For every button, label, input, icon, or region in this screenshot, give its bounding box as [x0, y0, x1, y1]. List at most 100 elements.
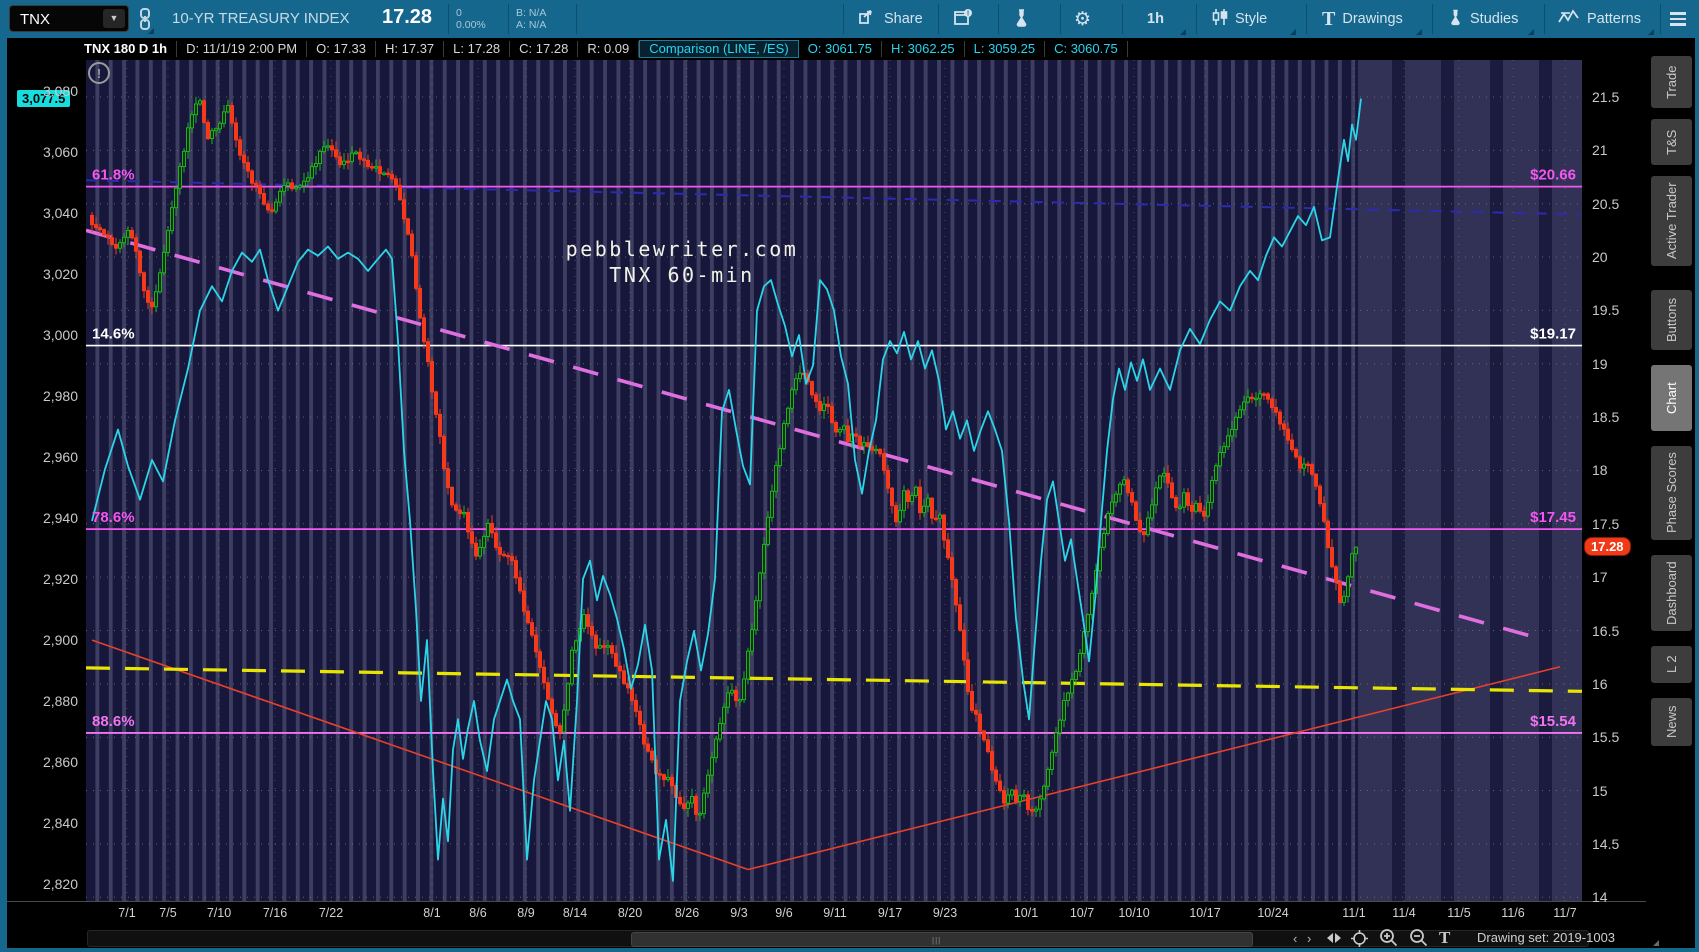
right-axis-tick: 19	[1592, 355, 1608, 372]
style-button[interactable]: Style	[1212, 0, 1267, 38]
date-tick: 7/16	[262, 906, 288, 920]
session-stripe	[643, 60, 648, 901]
right-axis-tick: 20.5	[1592, 195, 1620, 212]
studies-dropdown-corner	[1528, 29, 1534, 35]
bar-range: R: 0.09	[578, 41, 640, 57]
ask-value: A: N/A	[516, 19, 547, 31]
comparison-low: L: 3059.25	[965, 41, 1046, 57]
left-axis-tick: 2,880	[42, 693, 78, 709]
sidebar-tab-t-s[interactable]: T&S	[1651, 119, 1692, 165]
pan-right-icon[interactable]: ›	[1307, 930, 1312, 946]
red-descending-trendline	[91, 639, 749, 871]
corporate-actions-button[interactable]: !	[953, 0, 973, 38]
patterns-button[interactable]: Patterns	[1558, 0, 1641, 38]
session-stripe	[629, 60, 634, 901]
timeframe-button[interactable]: 1h	[1147, 0, 1164, 38]
watermark-line1: pebblewriter.com	[566, 237, 799, 261]
drawing-set-label[interactable]: Drawing set: 2019-1003	[1477, 930, 1616, 945]
svg-text:!: !	[97, 66, 101, 81]
es-last-price-badge: 3,077.5	[16, 89, 72, 108]
sidebar-tab-active-trader[interactable]: Active Trader	[1651, 176, 1692, 266]
session-stripe	[282, 60, 287, 901]
session-stripe	[1284, 60, 1289, 901]
session-stripe	[229, 60, 233, 901]
session-stripe	[616, 60, 621, 901]
chart-scrollbar-thumb[interactable]: |||	[631, 932, 1253, 947]
date-tick: 10/1	[1013, 906, 1039, 920]
share-button[interactable]: Share	[858, 0, 923, 38]
session-stripe	[830, 60, 835, 901]
time-axis[interactable]	[0, 901, 1699, 929]
right-axis-tick: 14.5	[1592, 835, 1620, 852]
symbol-dropdown-caret-icon[interactable]: ▼	[103, 9, 125, 28]
session-stripe	[990, 60, 995, 901]
sidebar-tab-trade[interactable]: Trade	[1651, 56, 1692, 108]
studies-flask-icon	[1448, 8, 1463, 30]
text-tool-icon[interactable]: T	[1439, 928, 1451, 947]
sidebar-tab-phase-scores[interactable]: Phase Scores	[1651, 446, 1692, 540]
date-tick: 8/1	[423, 906, 441, 920]
left-axis-tick: 3,000	[42, 327, 78, 343]
sidebar-tab-dashboard[interactable]: Dashboard	[1651, 555, 1692, 631]
session-stripe	[1177, 60, 1182, 901]
crosshair-center-icon[interactable]	[1351, 928, 1368, 948]
symbol-input[interactable]: TNX ▼	[9, 5, 129, 32]
comparison-close: C: 3060.75	[1045, 41, 1128, 57]
session-stripe	[963, 60, 968, 901]
timeframe-label: 1h	[1147, 11, 1164, 27]
left-axis-tick: 3,020	[42, 266, 78, 282]
session-stripe	[1337, 60, 1342, 901]
window-border-right	[1695, 0, 1699, 952]
session-stripe	[1324, 60, 1329, 901]
zoom-out-icon[interactable]	[1409, 928, 1429, 948]
session-stripe	[1204, 60, 1209, 901]
change-block: 0 0.00%	[456, 7, 486, 31]
right-axis-tick: 17.5	[1592, 515, 1620, 532]
bar-close: C: 17.28	[510, 41, 579, 57]
zoom-in-icon[interactable]	[1379, 928, 1399, 948]
sidebar-tab-news[interactable]: News	[1651, 698, 1692, 746]
sidebar-tab-buttons[interactable]: Buttons	[1651, 290, 1692, 350]
session-stripe	[1110, 60, 1115, 901]
sidebar-tab-chart[interactable]: Chart	[1651, 365, 1692, 431]
pattern-zigzag-icon	[1558, 9, 1580, 29]
session-stripe	[763, 60, 768, 901]
right-axis-tick: 15	[1592, 782, 1608, 799]
analysis-tools-button[interactable]	[1013, 0, 1030, 38]
studies-label: Studies	[1470, 11, 1519, 27]
studies-button[interactable]: Studies	[1448, 0, 1518, 38]
session-stripe	[148, 60, 153, 901]
menu-icon[interactable]	[1670, 12, 1686, 26]
chart-scrollbar[interactable]: |||	[87, 930, 1589, 947]
news-page-icon: !	[953, 8, 973, 30]
sidebar-tab-l-2[interactable]: L 2	[1651, 646, 1692, 683]
session-stripe	[416, 60, 420, 901]
bar-high: H: 17.37	[376, 41, 445, 57]
link-icon[interactable]	[138, 8, 152, 35]
session-stripe	[1137, 60, 1142, 901]
expand-horizontal-icon[interactable]	[1325, 928, 1343, 948]
left-axis-tick: 2,980	[42, 388, 78, 404]
session-stripe	[122, 60, 127, 901]
settings-button[interactable]: ⚙	[1074, 0, 1091, 38]
change-value: 0	[456, 7, 462, 19]
left-axis-tick: 2,900	[42, 632, 78, 648]
pan-left-icon[interactable]: ‹	[1293, 930, 1298, 946]
session-stripe	[563, 60, 567, 901]
right-axis-tick: 18.5	[1592, 409, 1620, 426]
session-stripe	[389, 60, 394, 901]
right-axis-tick: 20	[1592, 249, 1608, 266]
session-stripe	[937, 60, 941, 901]
session-stripe	[509, 60, 514, 901]
session-stripe	[1043, 60, 1048, 901]
session-stripe	[696, 60, 701, 901]
bottom-bar: ||| ‹ › T Drawing set: 2019-1003	[7, 928, 1695, 948]
comparison-label[interactable]: Comparison (LINE, /ES)	[639, 40, 799, 58]
symbol-text: TNX	[20, 11, 50, 28]
date-tick: 8/14	[562, 906, 588, 920]
drawings-button[interactable]: T Drawings	[1322, 0, 1403, 38]
magenta-dashed-trendline	[86, 228, 1531, 638]
session-stripe	[442, 60, 447, 901]
session-stripe	[522, 60, 527, 901]
